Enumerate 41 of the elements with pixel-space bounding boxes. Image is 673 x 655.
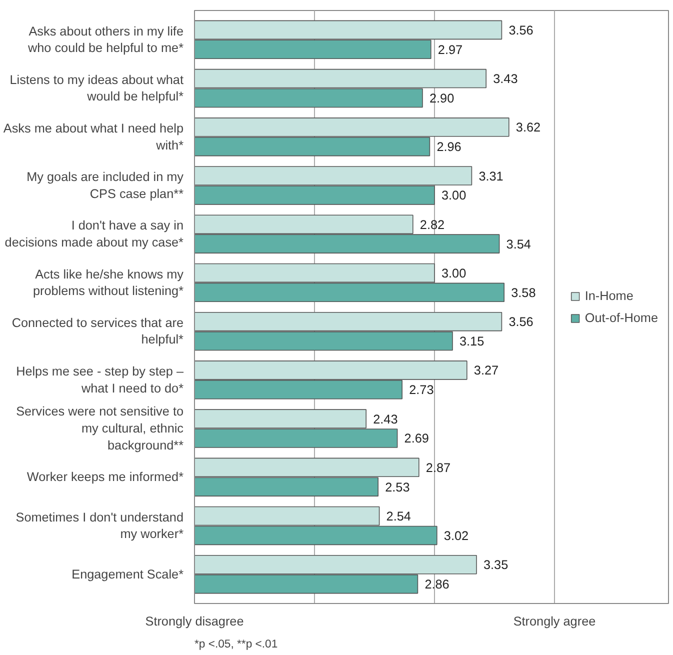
data-label: 2.43 xyxy=(373,412,398,426)
y-tick-label: My goals are included in my CPS case plan** xyxy=(26,170,184,201)
y-tick-label: Connected to services that are helpful* xyxy=(12,316,184,347)
y-tick-label: Asks about others in my life who could be helpful to me* xyxy=(27,24,184,56)
data-label: 3.56 xyxy=(508,315,534,330)
data-label: 2.96 xyxy=(436,140,462,154)
data-label: 3.27 xyxy=(474,364,499,378)
data-label: 3.62 xyxy=(516,120,541,135)
y-tick-label: I don't have a say in decisions made about my case* xyxy=(4,218,184,250)
data-label: 2.87 xyxy=(426,460,451,475)
y-tick-label: Services were not sensitive to my cultural, ethnic background** xyxy=(16,404,184,452)
data-label: 2.53 xyxy=(385,480,410,494)
data-label: 3.58 xyxy=(511,286,536,300)
text: Strongly agree xyxy=(513,614,596,628)
data-label: 2.54 xyxy=(386,510,411,524)
y-tick-label: Helps me see - step by step – what I need to do* xyxy=(16,364,184,396)
data-label: 3.02 xyxy=(444,528,469,543)
data-label: 3.31 xyxy=(478,169,504,184)
y-tick-label: Sometimes I don't understand my worker* xyxy=(16,510,184,542)
data-label: 2.97 xyxy=(438,42,463,57)
y-tick-label: Engagement Scale* xyxy=(72,567,184,582)
data-label: 2.69 xyxy=(404,432,429,446)
data-label: 2.90 xyxy=(430,91,454,106)
data-label: 2.73 xyxy=(409,383,434,398)
data-label: 3.43 xyxy=(493,72,518,86)
data-label: 3.00 xyxy=(442,266,466,280)
data-label: 3.15 xyxy=(460,334,484,349)
y-tick-label: Worker keeps me informed* xyxy=(26,470,184,484)
y-tick-label: Acts like he/she knows my problems without listening* xyxy=(32,267,184,298)
data-label: 3.54 xyxy=(506,237,531,252)
data-label: 3.00 xyxy=(442,188,466,203)
text: Strongly disagree xyxy=(145,614,244,628)
legend-label: Out-of-Home xyxy=(584,310,658,324)
data-label: 2.82 xyxy=(420,218,445,232)
data-label: 3.35 xyxy=(484,558,508,572)
legend-label: In-Home xyxy=(584,288,634,302)
y-tick-label: Listens to my ideas about what would be helpful* xyxy=(10,72,184,104)
y-tick-label: Asks me about what I need help with* xyxy=(3,121,184,152)
text: *p <.05, **p <.01 xyxy=(194,638,278,650)
data-label: 2.86 xyxy=(424,578,450,592)
data-label: 3.56 xyxy=(508,23,534,38)
